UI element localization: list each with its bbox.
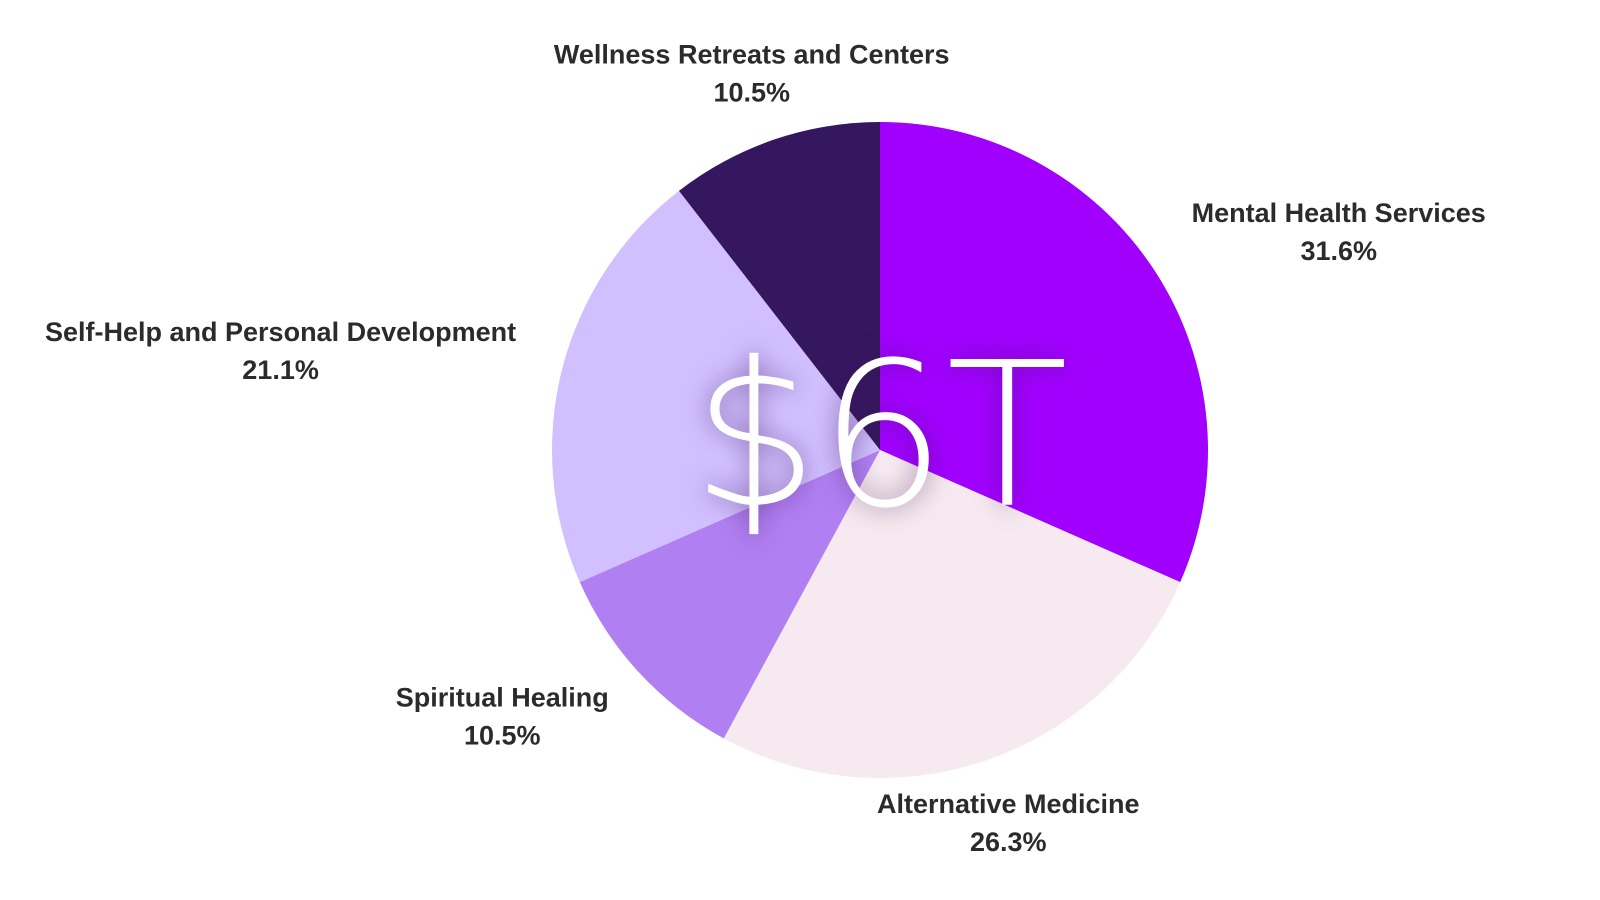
slice-value-label: 26.3% [970, 827, 1047, 857]
slice-label: Self-Help and Personal Development [45, 317, 516, 347]
pie-slice [552, 190, 880, 583]
pie-slice [579, 450, 880, 739]
pie-slice [880, 122, 1208, 583]
labels: Mental Health Services 31.6% Alternative M… [45, 39, 1486, 856]
slice-value-label: 21.1% [242, 355, 319, 385]
slice-label: Alternative Medicine [877, 789, 1140, 819]
slice-label: Spiritual Healing [396, 682, 609, 712]
slice-label: Wellness Retreats and Centers [554, 39, 950, 69]
pie [552, 122, 1208, 778]
pie-slice [678, 122, 880, 450]
pie-slice [723, 450, 1181, 778]
slice-value-label: 31.6% [1300, 236, 1377, 266]
slice-value-label: 10.5% [713, 77, 790, 107]
slice-value-label: 10.5% [464, 720, 541, 750]
center-label: $6T [692, 320, 1069, 553]
slice-label: Mental Health Services [1192, 198, 1486, 228]
